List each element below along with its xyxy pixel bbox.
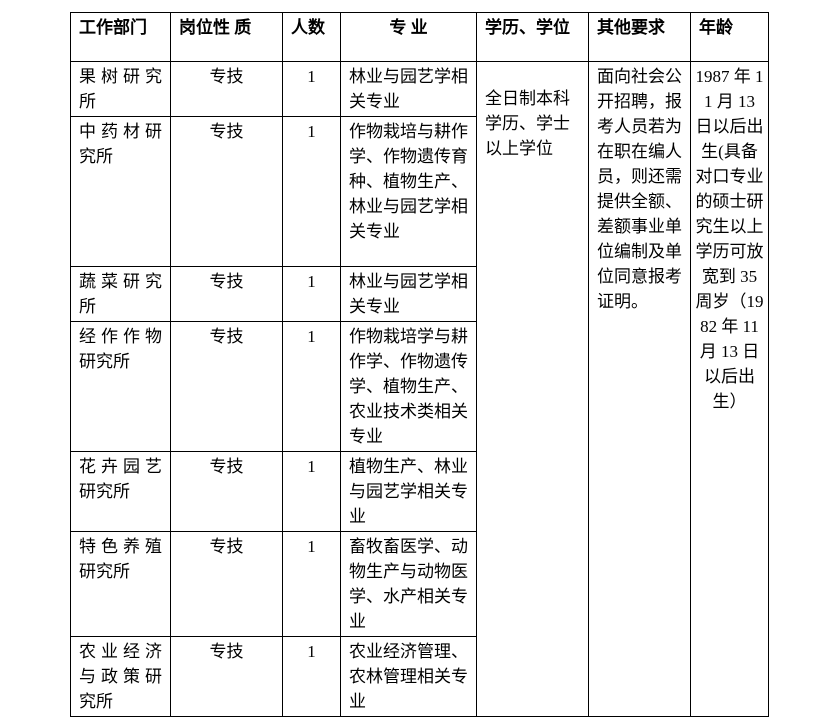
major-cell: 植物生产、林业与园艺学相关专业 xyxy=(340,451,477,532)
header-cell: 其他要求 xyxy=(588,12,691,62)
count-cell: 1 xyxy=(282,61,341,117)
major-cell: 农业经济管理、农林管理相关专业 xyxy=(340,636,477,717)
header-cell: 年龄 xyxy=(690,12,769,62)
header-cell: 专 业 xyxy=(340,12,477,62)
age-cell: 1987 年 11 月 13 日以后出生(具备对口专业的硕士研究生以上学历可放宽… xyxy=(690,61,769,717)
department-cell: 花卉园艺研究所 xyxy=(70,451,171,532)
count-cell: 1 xyxy=(282,451,341,532)
header-cell: 人数 xyxy=(282,12,341,62)
recruitment-table: 工作部门 岗位性 质 人数 专 业 学历、学位 其他要求 年龄 果树研究所 专技 1… xyxy=(70,12,769,717)
department-cell: 蔬菜研究所 xyxy=(70,266,171,322)
education-cell: 全日制本科学历、学士以上学位 xyxy=(476,61,589,717)
data-row: 特色养殖研究所 专技 1 畜牧畜医学、动物生产与动物医学、水产相关专业 xyxy=(70,531,769,637)
department-cell: 农业经济与政策研究所 xyxy=(70,636,171,717)
major-cell: 作物栽培与耕作学、作物遗传育种、植物生产、林业与园艺学相关专业 xyxy=(340,116,477,267)
other-requirements-cell: 面向社会公开招聘，报考人员若为在职在编人员，则还需提供全额、差额事业单位编制及单… xyxy=(588,61,691,717)
header-cell: 岗位性 质 xyxy=(170,12,283,62)
data-row: 经作作物研究所 专技 1 作物栽培学与耕作学、作物遗传学、植物生产、农业技术类相关专业 xyxy=(70,321,769,452)
data-row: 蔬菜研究所 专技 1 林业与园艺学相关专业 xyxy=(70,266,769,322)
data-row: 花卉园艺研究所 专技 1 植物生产、林业与园艺学相关专业 xyxy=(70,451,769,532)
post-type-cell: 专技 xyxy=(170,266,283,322)
department-cell: 果树研究所 xyxy=(70,61,171,117)
count-cell: 1 xyxy=(282,321,341,452)
department-cell: 中药材研究所 xyxy=(70,116,171,267)
count-cell: 1 xyxy=(282,266,341,322)
post-type-cell: 专技 xyxy=(170,61,283,117)
major-cell: 林业与园艺学相关专业 xyxy=(340,61,477,117)
post-type-cell: 专技 xyxy=(170,451,283,532)
department-cell: 经作作物研究所 xyxy=(70,321,171,452)
post-type-cell: 专技 xyxy=(170,116,283,267)
post-type-cell: 专技 xyxy=(170,321,283,452)
major-cell: 作物栽培学与耕作学、作物遗传学、植物生产、农业技术类相关专业 xyxy=(340,321,477,452)
data-row: 农业经济与政策研究所 专技 1 农业经济管理、农林管理相关专业 xyxy=(70,636,769,717)
major-cell: 畜牧畜医学、动物生产与动物医学、水产相关专业 xyxy=(340,531,477,637)
department-cell: 特色养殖研究所 xyxy=(70,531,171,637)
count-cell: 1 xyxy=(282,531,341,637)
header-cell: 工作部门 xyxy=(70,12,171,62)
data-row: 中药材研究所 专技 1 作物栽培与耕作学、作物遗传育种、植物生产、林业与园艺学相关专业 xyxy=(70,116,769,267)
major-cell: 林业与园艺学相关专业 xyxy=(340,266,477,322)
post-type-cell: 专技 xyxy=(170,636,283,717)
header-row: 工作部门 岗位性 质 人数 专 业 学历、学位 其他要求 年龄 xyxy=(70,12,769,62)
data-row: 果树研究所 专技 1 林业与园艺学相关专业 全日制本科学历、学士以上学位 面向社会公开招聘… xyxy=(70,61,769,717)
header-cell: 学历、学位 xyxy=(476,12,589,62)
count-cell: 1 xyxy=(282,116,341,267)
post-type-cell: 专技 xyxy=(170,531,283,637)
